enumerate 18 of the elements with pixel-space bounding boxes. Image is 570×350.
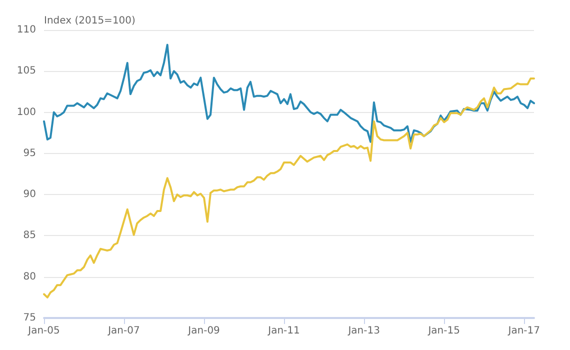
y-tick-label: 105 <box>16 66 36 77</box>
x-tick-label: Jan-15 <box>427 326 460 336</box>
x-tick-label: Jan-11 <box>267 326 300 336</box>
x-tick-label: Jan-17 <box>507 326 540 336</box>
x-tick-label: Jan-07 <box>107 326 140 336</box>
x-tick-label: Jan-09 <box>187 326 220 336</box>
y-tick-label: 75 <box>23 312 36 324</box>
y-axis-title: Index (2015=100) <box>44 16 136 26</box>
y-tick-label: 85 <box>23 230 36 242</box>
x-tick-label: Jan-05 <box>27 326 60 336</box>
line-series <box>43 78 535 298</box>
y-tick-label: 110 <box>16 24 36 36</box>
y-tick-label: 100 <box>16 106 36 118</box>
x-tick-label: Jan-13 <box>347 326 380 336</box>
y-tick-label: 80 <box>23 271 36 282</box>
line-series <box>43 44 535 143</box>
y-tick-label: 90 <box>23 189 36 200</box>
y-tick-label: 95 <box>23 148 36 159</box>
